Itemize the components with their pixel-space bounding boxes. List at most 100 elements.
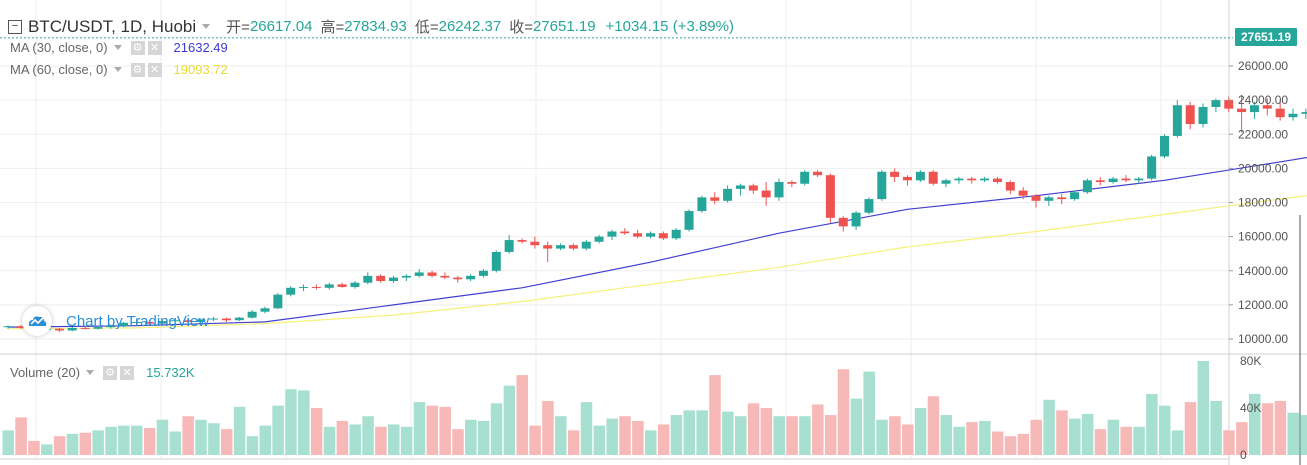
candle-body bbox=[183, 320, 193, 322]
candle-body bbox=[620, 231, 630, 234]
chevron-down-icon[interactable] bbox=[86, 370, 95, 375]
volume-bar bbox=[542, 400, 554, 455]
ma60-line bbox=[7, 195, 1307, 330]
tradingview-watermark[interactable]: Chart by TradingView bbox=[22, 306, 209, 336]
candle-body bbox=[517, 240, 527, 242]
volume-bar bbox=[246, 436, 259, 455]
volume-bar bbox=[388, 424, 400, 455]
candle-body bbox=[954, 178, 964, 181]
gear-icon[interactable]: ⚙ bbox=[130, 62, 145, 77]
candle-body bbox=[1095, 180, 1105, 183]
volume-bar bbox=[220, 429, 233, 455]
candle-body bbox=[761, 190, 771, 198]
volume-bar bbox=[1120, 426, 1132, 455]
volume-bar bbox=[272, 405, 284, 455]
volume-bar bbox=[1184, 402, 1197, 455]
volume-bar bbox=[53, 436, 66, 455]
price-axis: 10000.00 12000.00 14000.00 16000.00 18000.00… bbox=[0, 37, 1288, 462]
candle-body bbox=[1301, 112, 1307, 114]
volume-bar bbox=[208, 423, 220, 455]
volume-bars bbox=[2, 361, 1307, 455]
chevron-down-icon[interactable] bbox=[202, 24, 211, 29]
candle-body bbox=[928, 171, 938, 184]
volume-bar bbox=[105, 426, 117, 455]
volume-bar bbox=[837, 369, 850, 455]
candle-body bbox=[864, 199, 874, 213]
candle-body bbox=[247, 311, 257, 318]
minus-box-icon[interactable]: − bbox=[8, 19, 22, 34]
price-tick-label: 18000.00 bbox=[1238, 196, 1288, 210]
volume-bar bbox=[169, 431, 182, 455]
volume-bar bbox=[349, 424, 361, 455]
volume-bar bbox=[902, 424, 914, 455]
ma30-path bbox=[7, 156, 1307, 328]
ma60-path bbox=[7, 195, 1307, 330]
volume-bar bbox=[657, 424, 670, 455]
candle-body bbox=[440, 275, 450, 278]
candle-body bbox=[684, 211, 694, 230]
candle-body bbox=[838, 217, 848, 227]
volume-label[interactable]: Volume (20) bbox=[10, 365, 81, 380]
volume-bar bbox=[593, 425, 606, 455]
candle-body bbox=[453, 277, 463, 280]
candle-body bbox=[427, 272, 437, 276]
chevron-down-icon[interactable] bbox=[113, 45, 122, 50]
watermark-text: Chart by TradingView bbox=[66, 312, 210, 330]
candle-body bbox=[877, 171, 887, 200]
volume-bar bbox=[298, 390, 310, 455]
open-label: 开= bbox=[226, 19, 250, 36]
candle-body bbox=[1018, 190, 1028, 196]
price-tick-label: 12000.00 bbox=[1238, 298, 1288, 312]
ma30-legend: MA (30, close, 0) ⚙ ✕ 21632.49 bbox=[10, 40, 228, 55]
volume-bar bbox=[722, 411, 734, 455]
change-value: +1034.15 (+3.89%) bbox=[605, 18, 734, 35]
volume-bar bbox=[670, 415, 683, 455]
volume-bar bbox=[799, 416, 811, 455]
candle-body bbox=[697, 197, 707, 212]
volume-bar bbox=[516, 375, 528, 455]
candle-body bbox=[1005, 182, 1015, 191]
candle-body bbox=[748, 185, 758, 191]
volume-bar bbox=[310, 408, 323, 455]
volume-tick-label: 40K bbox=[1240, 401, 1261, 415]
candle-body bbox=[787, 182, 797, 184]
candle-body bbox=[1147, 156, 1157, 179]
candle-body bbox=[1031, 195, 1041, 201]
symbol-title[interactable]: BTC/USDT, 1D, Huobi bbox=[28, 16, 197, 36]
chevron-down-icon[interactable] bbox=[113, 67, 122, 72]
gear-icon[interactable]: ⚙ bbox=[130, 40, 145, 55]
ma30-label[interactable]: MA (30, close, 0) bbox=[10, 40, 108, 55]
volume-bar bbox=[1261, 403, 1274, 455]
volume-bar bbox=[490, 403, 503, 455]
volume-bar bbox=[41, 444, 53, 455]
candle-body bbox=[350, 282, 360, 287]
ma60-label[interactable]: MA (60, close, 0) bbox=[10, 62, 108, 77]
candle-body bbox=[774, 182, 784, 198]
close-icon[interactable]: ✕ bbox=[120, 365, 135, 380]
candle-body bbox=[1237, 108, 1247, 113]
volume-bar bbox=[426, 405, 439, 455]
volume-bar bbox=[580, 402, 593, 455]
close-icon[interactable]: ✕ bbox=[147, 62, 162, 77]
volume-bar bbox=[131, 425, 143, 455]
volume-bar bbox=[28, 440, 40, 455]
price-tick-label: 10000.00 bbox=[1238, 332, 1288, 346]
candle-body bbox=[646, 233, 655, 237]
volume-bar bbox=[645, 430, 657, 455]
volume-bar bbox=[413, 402, 426, 455]
volume-bar bbox=[1287, 412, 1299, 455]
candle-body bbox=[93, 327, 103, 329]
low-value: 26242.37 bbox=[438, 18, 502, 35]
candle-body bbox=[209, 318, 219, 320]
close-icon[interactable]: ✕ bbox=[147, 40, 162, 55]
volume-bar bbox=[863, 371, 875, 455]
low-label: 低= bbox=[414, 19, 439, 36]
gear-icon[interactable]: ⚙ bbox=[103, 365, 118, 380]
high-label: 高= bbox=[320, 19, 345, 36]
volume-bar bbox=[195, 419, 207, 455]
candle-body bbox=[324, 284, 334, 288]
volume-bar bbox=[1223, 430, 1235, 455]
volume-bar bbox=[1248, 393, 1261, 455]
ma60-legend: MA (60, close, 0) ⚙ ✕ 19093.72 bbox=[10, 62, 228, 77]
